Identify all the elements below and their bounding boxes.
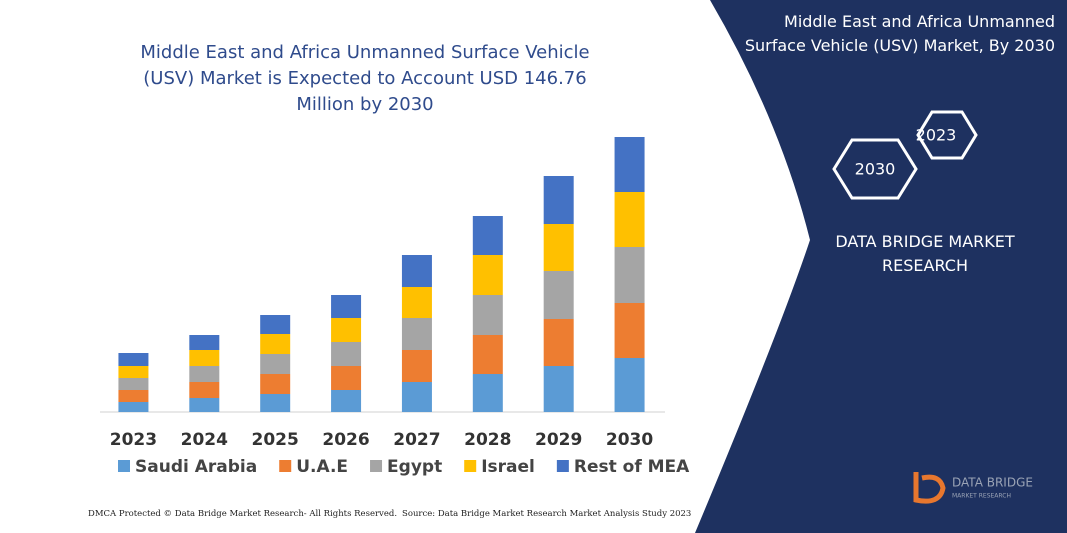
x-tick-label: 2024 [181, 430, 228, 450]
bar-segment [543, 224, 574, 271]
chart-title: Middle East and Africa Unmanned Surface … [140, 42, 590, 115]
hex-label: 2030 [855, 160, 896, 179]
bar-segment [260, 354, 291, 374]
legend-label: U.A.E [296, 457, 348, 477]
bar-segment [189, 398, 220, 412]
bar-segment [543, 366, 574, 412]
bar-segment [260, 374, 291, 394]
bar-segment [472, 295, 503, 335]
legend-label: Egypt [387, 457, 442, 477]
bar-segment [189, 335, 220, 350]
bar-segment [331, 366, 362, 390]
bar-segment [614, 303, 645, 358]
x-tick-label: 2027 [393, 430, 440, 450]
bar-segment [260, 334, 291, 354]
bar-segment [331, 342, 362, 366]
panel-title: Middle East and Africa Unmanned Surface … [744, 12, 1055, 55]
bar-segment [472, 255, 503, 295]
legend-swatch [279, 460, 292, 472]
legend-swatch [118, 460, 130, 472]
x-tick-label: 2023 [110, 430, 157, 450]
bar-segment [401, 350, 432, 382]
bar-segment [331, 295, 362, 318]
bar-segment [543, 176, 574, 224]
logo-icon [913, 472, 946, 504]
bar-segment [118, 402, 149, 412]
hexagon [832, 138, 918, 200]
bar-segment [472, 216, 503, 255]
bar-segment [614, 192, 645, 247]
bar-segment [189, 366, 220, 382]
footer-source: Source: Data Bridge Market Research Mark… [402, 509, 692, 519]
x-tick-label: 2030 [606, 430, 653, 450]
hex-label: 2023 [916, 126, 957, 145]
legend-swatch [370, 460, 383, 472]
bar-segment [118, 378, 149, 390]
bar-segment [543, 319, 574, 366]
brand: DATA BRIDGE MARKET RESEARCH [835, 232, 1015, 275]
footer-note: DMCA Protected © Data Bridge Market Rese… [88, 509, 398, 519]
bar-segment [260, 315, 291, 334]
bar-segment [118, 390, 149, 402]
bar-segment [614, 137, 645, 192]
bar-segment [401, 318, 432, 350]
bar-segment [614, 247, 645, 303]
bar-segment [543, 271, 574, 319]
bar-segment [189, 382, 220, 398]
bar-segment [331, 390, 362, 412]
x-tick-label: 2028 [464, 430, 511, 450]
bar-segment [118, 353, 149, 366]
logo-text: DATA BRIDGE [952, 476, 1033, 490]
bar-segment [401, 255, 432, 287]
legend-label: Rest of MEA [574, 457, 690, 477]
bar-segment [401, 287, 432, 318]
legend-swatch [556, 460, 569, 472]
bar-segment [472, 335, 503, 374]
legend-label: Israel [481, 457, 535, 477]
x-tick-label: 2026 [322, 430, 369, 450]
bar-segment [118, 366, 149, 378]
bar-segment [260, 394, 291, 412]
bar-segment [472, 374, 503, 412]
bar-segment [401, 382, 432, 412]
bar-segment [614, 358, 645, 412]
x-tick-label: 2029 [535, 430, 582, 450]
hexagon [916, 110, 978, 160]
bar-segment [189, 350, 220, 366]
x-tick-label: 2025 [252, 430, 299, 450]
logo-text: MARKET RESEARCH [952, 493, 1011, 500]
legend-swatch [464, 460, 477, 472]
bar-segment [331, 318, 362, 342]
legend-label: Saudi Arabia [135, 457, 257, 477]
